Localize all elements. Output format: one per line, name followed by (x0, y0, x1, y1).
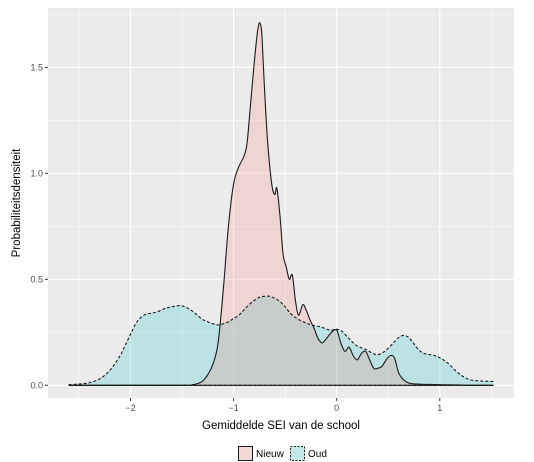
density-areas (68, 22, 494, 386)
y-tick-label: 1.0 (30, 168, 43, 178)
y-tick-label: 1.5 (30, 62, 43, 72)
legend-key-bg-oud (290, 446, 305, 461)
legend-key-bg-nieuw (238, 446, 253, 461)
y-tick-label: 0.5 (30, 274, 43, 284)
y-axis-title: Probabiliteitsdensiteit (11, 148, 23, 257)
density-line-oud (68, 295, 494, 386)
y-tick-label: 0.0 (30, 380, 43, 390)
density-area-oud (68, 296, 494, 386)
legend-label-nieuw: Nieuw (256, 449, 285, 460)
x-axis: −2 −1 0 1 (125, 398, 442, 413)
density-lines (68, 22, 494, 386)
y-axis: 0.0 0.5 1.0 1.5 (30, 62, 48, 390)
x-tick-label: 0 (334, 403, 339, 413)
density-line-nieuw (68, 22, 494, 386)
x-tick-label: −2 (125, 403, 135, 413)
legend: Nieuw Oud (238, 446, 327, 461)
x-axis-title: Gemiddelde SEI van de school (202, 420, 360, 432)
grid-minor (48, 8, 514, 398)
density-area-nieuw (68, 22, 494, 386)
legend-key-nieuw (238, 446, 253, 461)
plot-panel (48, 8, 514, 398)
x-tick-label: −1 (228, 403, 238, 413)
legend-key-oud (290, 446, 305, 461)
legend-label-oud: Oud (308, 449, 327, 460)
x-tick-label: 1 (437, 403, 442, 413)
